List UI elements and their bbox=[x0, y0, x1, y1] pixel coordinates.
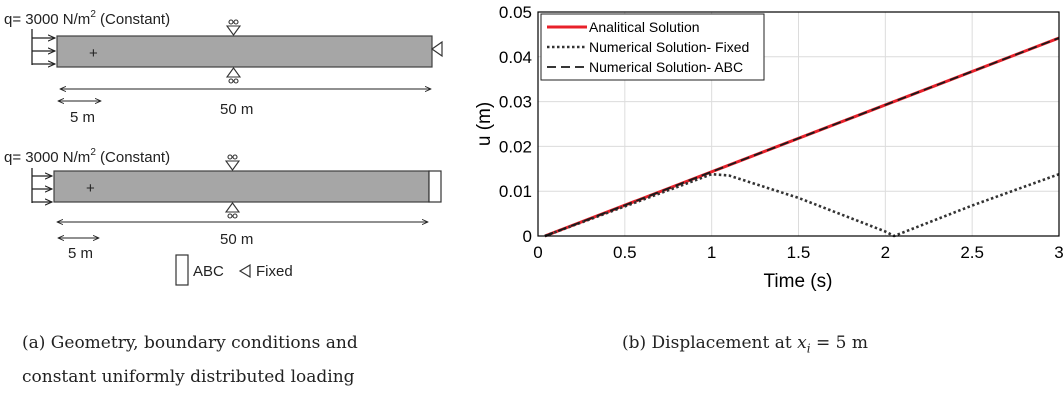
abc-legend-label: ABC bbox=[193, 263, 224, 280]
x-tick-label: 1.5 bbox=[787, 243, 811, 262]
beam-diagram-abc: q= 3000 N/m2 (Constant) + 5 m 50 m bbox=[4, 147, 442, 262]
fixed-boundary-symbol-top bbox=[430, 40, 443, 58]
load-arrows-bottom bbox=[31, 168, 52, 203]
load-arrows-top bbox=[31, 29, 55, 65]
y-tick-label: 0.02 bbox=[499, 137, 532, 156]
y-tick-label: 0.04 bbox=[499, 48, 532, 67]
caption-a-line1: (a) Geometry, boundary conditions and bbox=[22, 333, 358, 353]
caption-b-math: x bbox=[797, 333, 807, 353]
y-tick-label: 0.01 bbox=[499, 182, 532, 201]
legend-label-2: Numerical Solution- Fixed bbox=[589, 39, 749, 55]
abc-legend-symbol bbox=[175, 254, 189, 286]
load-label-top: q= 3000 N/m2 (Constant) bbox=[4, 9, 170, 28]
y-tick-labels: 0 0.01 0.02 0.03 0.04 0.05 bbox=[499, 3, 532, 246]
caption-b-suffix: = 5 m bbox=[810, 333, 868, 353]
fixed-legend-symbol bbox=[238, 263, 251, 279]
legend-label-1: Analitical Solution bbox=[589, 19, 700, 35]
displacement-chart: 0 0.5 1 1.5 2 2.5 3 0 0.01 0.02 0.03 0.04 0.05 Time… bbox=[474, 3, 1063, 292]
x-tick-label: 1 bbox=[707, 243, 716, 262]
roller-support-top-upper bbox=[225, 19, 242, 36]
x-tick-label: 3 bbox=[1054, 243, 1063, 262]
x-axis-label: Time (s) bbox=[764, 271, 833, 292]
plot-frame bbox=[537, 11, 1060, 237]
offset-label-top: 5 m bbox=[70, 109, 95, 126]
roller-support-bottom-upper bbox=[224, 154, 241, 171]
caption-b-sub: i bbox=[806, 341, 811, 356]
x-tick-label: 0.5 bbox=[613, 243, 637, 262]
fixed-legend-label: Fixed bbox=[256, 263, 293, 280]
chart-legend: Analitical Solution Numerical Solution- F… bbox=[540, 13, 765, 81]
x-tick-label: 0 bbox=[533, 243, 542, 262]
abc-boundary-symbol-bottom bbox=[428, 170, 442, 203]
series-line-3 bbox=[544, 37, 1060, 237]
length-label-top: 50 m bbox=[220, 101, 253, 118]
x-tick-label: 2 bbox=[881, 243, 890, 262]
chart-series bbox=[544, 36, 1060, 238]
x-tick-labels: 0 0.5 1 1.5 2 2.5 3 bbox=[533, 243, 1063, 262]
legend-label-3: Numerical Solution- ABC bbox=[589, 59, 743, 75]
beam-bottom bbox=[53, 170, 430, 203]
roller-support-top-lower bbox=[225, 67, 242, 84]
length-label-bottom: 50 m bbox=[220, 231, 253, 248]
offset-label-bottom: 5 m bbox=[68, 245, 93, 262]
y-tick-label: 0.05 bbox=[499, 3, 532, 22]
x-tick-label: 2.5 bbox=[960, 243, 984, 262]
beam-top bbox=[56, 35, 433, 68]
caption-a: (a) Geometry, boundary conditions and co… bbox=[22, 326, 422, 394]
caption-b-prefix: (b) Displacement at bbox=[622, 333, 798, 353]
y-tick-label: 0.03 bbox=[499, 93, 532, 112]
boundary-legend: ABC Fixed bbox=[175, 254, 293, 286]
load-label-bottom: q= 3000 N/m2 (Constant) bbox=[4, 147, 170, 166]
y-axis-label: u (m) bbox=[474, 102, 495, 146]
beam-diagram-fixed: q= 3000 N/m2 (Constant) + 5 m 50 m bbox=[4, 9, 443, 126]
series-line-2 bbox=[544, 172, 1060, 238]
y-tick-label: 0 bbox=[523, 227, 532, 246]
measure-point-bottom: + bbox=[86, 180, 95, 197]
roller-support-bottom-lower bbox=[224, 202, 241, 219]
caption-b: (b) Displacement at xi = 5 m bbox=[622, 326, 1022, 365]
caption-a-line2: constant uniformly distributed loading bbox=[22, 367, 355, 387]
measure-point-top: + bbox=[89, 45, 98, 62]
